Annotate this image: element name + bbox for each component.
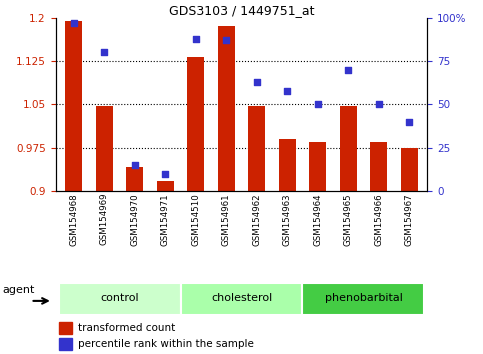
Text: GSM154968: GSM154968 [70, 193, 78, 246]
Bar [181, 283, 302, 315]
Text: percentile rank within the sample: percentile rank within the sample [78, 339, 254, 349]
Bar [370, 142, 387, 191]
Point [344, 67, 352, 73]
Bar [157, 181, 174, 191]
Text: cholesterol: cholesterol [211, 293, 272, 303]
Text: GSM154962: GSM154962 [252, 193, 261, 246]
Bar [58, 283, 181, 315]
Bar [59, 338, 72, 350]
Point [100, 50, 108, 55]
Text: GSM154971: GSM154971 [161, 193, 170, 246]
Title: GDS3103 / 1449751_at: GDS3103 / 1449751_at [169, 4, 314, 17]
Point [314, 102, 322, 107]
Bar [59, 322, 72, 333]
Point [161, 171, 169, 177]
Text: GSM154967: GSM154967 [405, 193, 413, 246]
Bar [309, 142, 326, 191]
Point [405, 119, 413, 125]
Text: GSM154965: GSM154965 [344, 193, 353, 246]
Point [131, 162, 139, 168]
Point [375, 102, 383, 107]
Text: phenobarbital: phenobarbital [325, 293, 402, 303]
Bar [401, 148, 417, 191]
Bar [218, 26, 235, 191]
Bar [66, 21, 82, 191]
Bar [248, 105, 265, 191]
Point [253, 79, 261, 85]
Point [222, 38, 230, 43]
Text: GSM154969: GSM154969 [100, 193, 109, 245]
Text: GSM154966: GSM154966 [374, 193, 383, 246]
Text: GSM154510: GSM154510 [191, 193, 200, 246]
Bar [340, 105, 356, 191]
Bar [279, 139, 296, 191]
Bar [187, 57, 204, 191]
Point [192, 36, 199, 41]
Text: GSM154961: GSM154961 [222, 193, 231, 246]
Text: transformed count: transformed count [78, 322, 175, 333]
Bar [302, 283, 425, 315]
Text: control: control [100, 293, 139, 303]
Bar [127, 167, 143, 191]
Text: GSM154963: GSM154963 [283, 193, 292, 246]
Bar [96, 105, 113, 191]
Text: GSM154970: GSM154970 [130, 193, 139, 246]
Text: GSM154964: GSM154964 [313, 193, 322, 246]
Text: agent: agent [3, 285, 35, 295]
Point [284, 88, 291, 93]
Point [70, 20, 78, 26]
